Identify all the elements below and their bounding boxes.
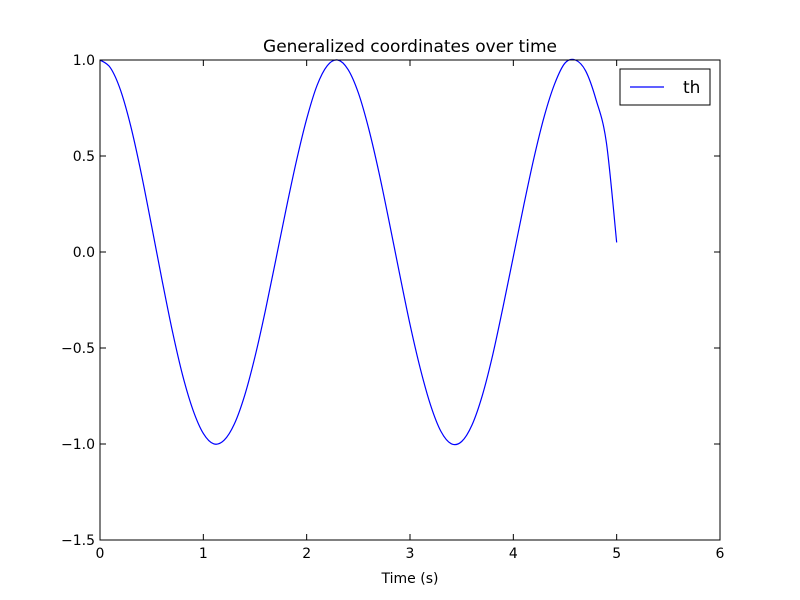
x-tick-label: 3: [406, 546, 415, 562]
x-tick-label: 1: [199, 546, 208, 562]
x-axis-ticks: 0 1 2 3 4 5 6: [96, 60, 725, 562]
y-axis-ticks: −1.5 −1.0 −0.5 0.0 0.5 1.0: [61, 53, 720, 549]
x-tick-label: 2: [302, 546, 311, 562]
x-tick-label: 6: [716, 546, 725, 562]
series-layer: [99, 58, 618, 446]
y-tick-label: 1.0: [73, 53, 95, 69]
legend: th: [619, 68, 711, 106]
y-tick-label: −1.0: [61, 437, 95, 453]
x-tick-label: 4: [509, 546, 518, 562]
series-line-th: [99, 58, 618, 446]
x-axis-label: Time (s): [381, 571, 439, 587]
plot-frame: [99, 59, 721, 541]
x-tick-label: 0: [96, 546, 105, 562]
x-tick-label: 5: [612, 546, 621, 562]
chart-title: Generalized coordinates over time: [263, 37, 557, 57]
y-tick-label: 0.5: [73, 149, 95, 165]
legend-label: th: [683, 78, 700, 98]
y-tick-label: −1.5: [61, 533, 95, 549]
y-tick-label: −0.5: [61, 341, 95, 357]
y-tick-label: 0.0: [73, 245, 95, 261]
